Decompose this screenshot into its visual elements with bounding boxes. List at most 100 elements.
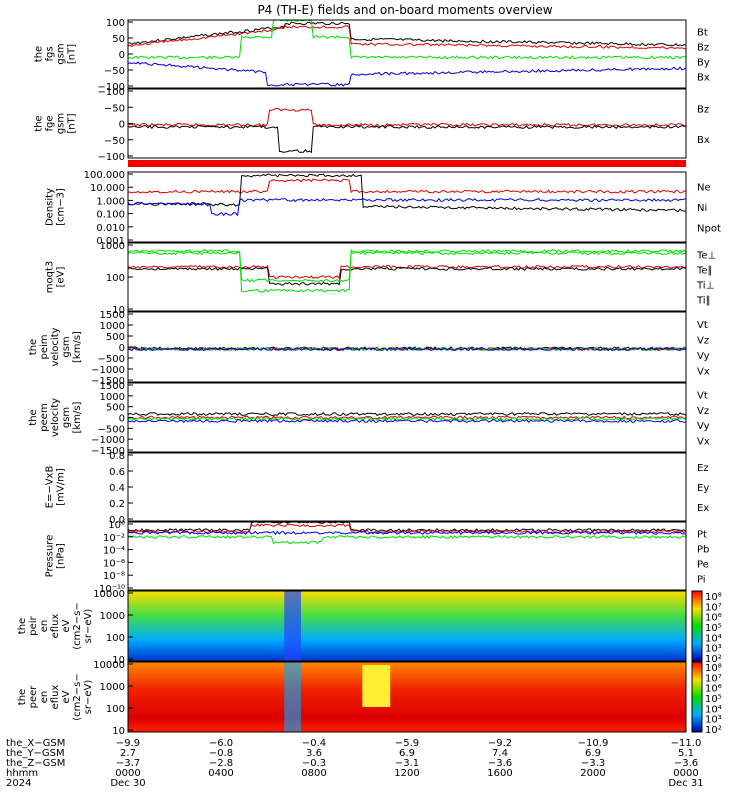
- panel-frame: [127, 19, 687, 89]
- y-tick-label: 0.010: [96, 223, 125, 234]
- y-tick-label: 10: [112, 305, 125, 316]
- peer-spectrogram: [128, 662, 686, 732]
- y-tick-label: 10⁻⁸: [103, 571, 125, 582]
- peir-colorbar: [691, 590, 703, 662]
- panel-frame: [127, 88, 687, 159]
- panel-frame: [127, 171, 687, 243]
- y-axis-label: the: [17, 618, 28, 634]
- legend-temp-1: Te∥: [696, 266, 713, 277]
- y-axis-label: (cm2−s−: [72, 602, 83, 649]
- y-tick-label: −100: [98, 82, 125, 93]
- x-row-value: 2.7: [120, 748, 136, 759]
- y-tick-label: 10⁻¹⁰: [99, 584, 125, 595]
- legend-peimv-2: Vy: [697, 351, 710, 362]
- colorbar-tick-label: 10⁸: [705, 663, 722, 674]
- series-density-1: [127, 173, 687, 213]
- x-row-value: −3.7: [116, 758, 140, 769]
- y-axis-label: peim: [39, 334, 50, 359]
- legend-fgs-0: Bt: [697, 28, 708, 39]
- legend-peimv-3: Vx: [697, 366, 710, 377]
- series-temp-0: [127, 264, 687, 280]
- y-tick-label: 10⁰: [108, 520, 125, 531]
- y-tick-label: 1000: [100, 241, 125, 252]
- y-axis-label: gsm: [61, 407, 72, 428]
- y-axis-label: fgs: [45, 46, 56, 61]
- y-tick-label: 10: [112, 726, 125, 737]
- colorbar-tick-label: 10⁷: [705, 602, 722, 613]
- y-tick-label: 1000: [100, 321, 125, 332]
- x-row-value: −6.0: [209, 738, 233, 749]
- x-row-value: 0800: [301, 768, 326, 779]
- legend-density-1: Ni: [697, 203, 707, 214]
- y-tick-label: 1500: [100, 381, 125, 392]
- y-axis-label: gsm: [61, 336, 72, 357]
- y-axis-label: fge: [45, 115, 56, 131]
- legend-peemv-2: Vy: [697, 421, 710, 432]
- y-axis-label: moqt3: [45, 261, 56, 294]
- y-tick-label: 10000: [93, 589, 125, 600]
- colorbar-tick-label: 10⁵: [705, 694, 722, 705]
- x-row-label: 2024: [6, 778, 31, 789]
- y-tick-label: 100: [106, 18, 125, 29]
- y-tick-label: 0: [119, 120, 125, 131]
- legend-fgs-1: Bz: [697, 43, 709, 54]
- y-tick-label: −1000: [91, 365, 125, 376]
- y-tick-label: 0.2: [109, 499, 125, 510]
- legend-pressure-2: Pe: [697, 560, 709, 571]
- colorbar-tick-label: 10⁶: [705, 684, 722, 695]
- separator-bar: [128, 160, 686, 167]
- series-pressure-0: [127, 521, 687, 533]
- y-axis-label: [cm−3]: [56, 188, 67, 226]
- legend-fge-1: Bx: [697, 135, 710, 146]
- legend-peimv-0: Vt: [697, 320, 708, 331]
- x-row-value: −2.8: [209, 758, 233, 769]
- y-axis-label: peir: [28, 615, 39, 635]
- x-row-value: −5.9: [395, 738, 419, 749]
- x-row-value: 6.9: [585, 748, 601, 759]
- y-axis-label: en: [39, 691, 50, 704]
- series-temp-3: [127, 249, 687, 293]
- x-row-value: 5.1: [678, 748, 694, 759]
- y-tick-label: 100: [106, 633, 125, 644]
- legend-peimv-1: Vz: [697, 335, 709, 346]
- y-axis-label: eV: [61, 619, 72, 632]
- colorbar-tick-label: 10⁵: [705, 623, 722, 634]
- panel-density: Ne Ni Npot 100.000 10.000 1.000 0.100 0.010 0.00…: [45, 170, 721, 247]
- y-axis-label: eV: [61, 690, 72, 703]
- y-tick-label: 1000: [100, 392, 125, 403]
- legend-pressure-0: Pt: [697, 530, 707, 541]
- y-axis-label: Pressure: [45, 535, 56, 578]
- x-row-value: 1600: [487, 768, 512, 779]
- legend-pressure-3: Pi: [697, 575, 706, 586]
- y-tick-label: 0.100: [96, 210, 125, 221]
- y-axis-label: [nPa]: [56, 543, 67, 569]
- x-row-value: −0.3: [302, 758, 326, 769]
- y-tick-label: 0: [119, 50, 125, 61]
- y-tick-label: 0.6: [109, 467, 125, 478]
- series-fgs-2: [127, 19, 687, 60]
- peer-quiet-band: [362, 665, 391, 707]
- series-pressure-2: [127, 534, 687, 545]
- series-temp-1: [127, 266, 687, 286]
- y-axis-label: [nT]: [67, 44, 78, 64]
- colorbar-tick-label: 10⁴: [705, 633, 722, 644]
- y-tick-label: −50: [104, 103, 125, 114]
- series-density-0: [127, 178, 687, 194]
- panel-frame: [127, 311, 687, 383]
- y-tick-label: 0: [119, 414, 125, 425]
- y-axis-label: the: [34, 115, 45, 131]
- y-tick-label: 0.001: [96, 236, 125, 247]
- y-axis-label: velocity: [50, 398, 61, 437]
- y-tick-label: 500: [106, 403, 125, 414]
- y-axis-label: [mV/m]: [56, 468, 67, 506]
- series-peemv-3: [127, 418, 687, 424]
- y-axis-label: sr−eV): [83, 680, 94, 715]
- y-axis-label: E=−VxB: [45, 466, 56, 509]
- y-tick-label: 0.0: [109, 515, 125, 526]
- series-fge-1: [127, 124, 687, 154]
- y-tick-label: −1500: [91, 376, 125, 387]
- x-row-value: −0.8: [209, 748, 233, 759]
- y-axis-label: sr−eV): [83, 609, 94, 644]
